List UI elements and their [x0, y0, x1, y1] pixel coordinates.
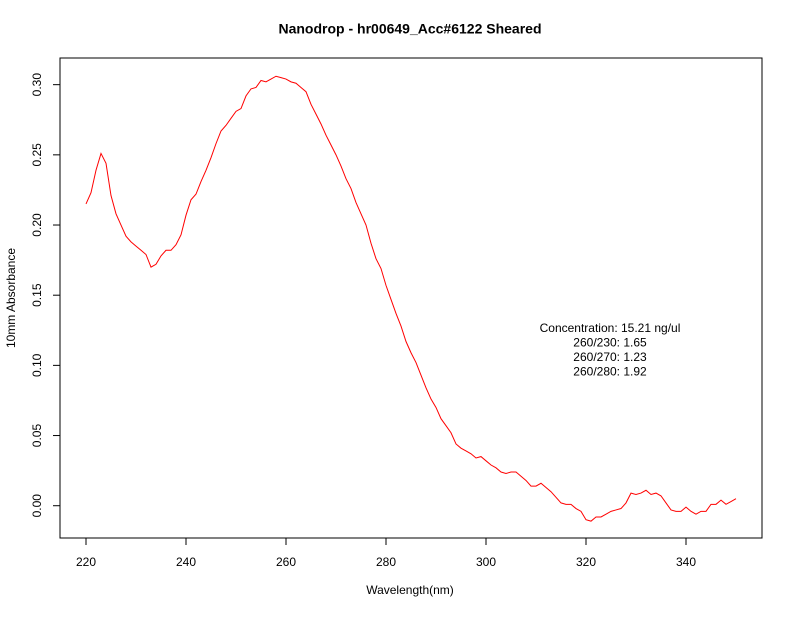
- y-tick-label: 0.10: [30, 353, 44, 377]
- x-tick-label: 220: [76, 555, 96, 569]
- annotation: 260/280: 1.92: [573, 365, 647, 379]
- x-axis-label: Wavelength(nm): [366, 583, 454, 597]
- x-tick-label: 260: [276, 555, 296, 569]
- annotation: Concentration: 15.21 ng/ul: [540, 321, 681, 335]
- x-tick-label: 280: [376, 555, 396, 569]
- annotation: 260/230: 1.65: [573, 336, 647, 350]
- annotation: 260/270: 1.23: [573, 350, 647, 364]
- y-tick-label: 0.05: [30, 424, 44, 448]
- y-tick-label: 0.20: [30, 213, 44, 237]
- x-tick-label: 340: [676, 555, 696, 569]
- y-tick-label: 0.25: [30, 143, 44, 167]
- data-line: [85, 75, 737, 522]
- plot-box: [59, 57, 763, 539]
- y-tick-label: 0.30: [30, 73, 44, 97]
- x-tick-label: 240: [176, 555, 196, 569]
- chart-title: Nanodrop - hr00649_Acc#6122 Sheared: [278, 21, 541, 37]
- x-tick-label: 320: [576, 555, 596, 569]
- y-axis-label: 10mm Absorbance: [4, 248, 18, 348]
- y-tick-label: 0.15: [30, 283, 44, 307]
- y-tick-label: 0.00: [30, 494, 44, 518]
- x-tick-label: 300: [476, 555, 496, 569]
